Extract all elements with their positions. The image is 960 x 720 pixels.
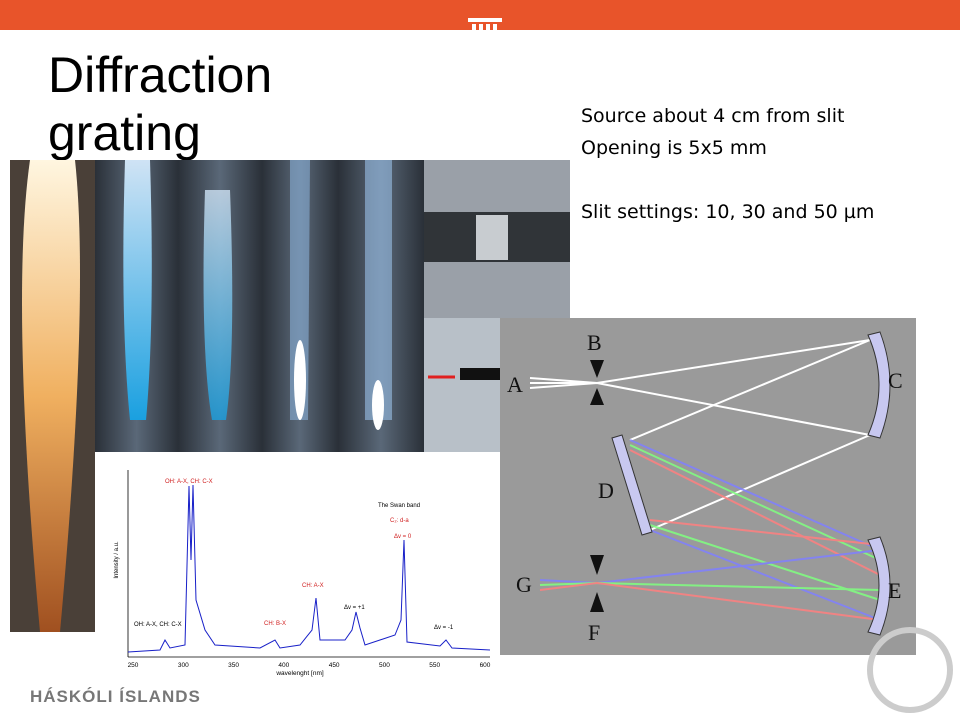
spectrum: 250 300 350 400 450 500 550 600 wavelenght [nm]… [95,452,500,682]
annotation: CH: A-X [302,583,324,589]
annotation: C₂: d-a [390,518,409,524]
x-tick-label: 400 [278,662,289,669]
x-tick-label: 450 [329,662,340,669]
x-tick-label: 600 [480,662,491,669]
x-tick-label: 250 [128,662,139,669]
annotation: CH: B-X [264,621,286,627]
logo [468,18,502,70]
y-label: Intensity / a.u. [114,541,120,579]
x-tick-label: 300 [178,662,189,669]
annotation: The Swan band [378,503,420,509]
x-tick-label: 550 [429,662,440,669]
annotation: Δv = 0 [394,534,412,540]
annotation: OH: A-X, CH: C-X [134,622,182,628]
note: Opening is 5x5 mm [581,137,767,159]
title: grating [48,105,201,161]
label: B [587,330,602,355]
label: G [516,572,532,597]
footer: HÁSKÓLI ÍSLANDS [30,687,201,706]
x-tick-label: 350 [228,662,239,669]
label: E [888,578,901,603]
x-label: wavelenght [nm] [275,670,324,677]
monochromator-diagram: B A C D E F G [500,318,916,655]
label: D [598,478,614,503]
label: A [507,372,523,397]
note: Source about 4 cm from slit [581,105,844,127]
x-tick-label: 500 [379,662,390,669]
title: Diffraction [48,47,272,103]
photos [10,160,570,632]
annotation: OH: A-X, CH: C-X [165,479,213,485]
label: C [888,368,903,393]
annotation: Δv = -1 [434,625,454,631]
seal [867,627,953,713]
label: F [588,620,600,645]
annotation: Δv = +1 [344,605,365,611]
note: Slit settings: 10, 30 and 50 µm [581,201,874,223]
